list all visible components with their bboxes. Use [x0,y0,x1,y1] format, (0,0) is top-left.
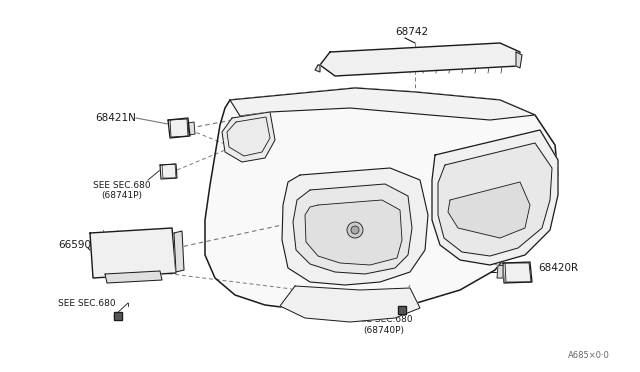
Polygon shape [432,130,558,265]
Polygon shape [222,112,275,162]
Polygon shape [438,143,552,256]
Polygon shape [160,164,177,179]
Text: A685×0·0: A685×0·0 [568,350,610,359]
Text: 66590: 66590 [58,240,91,250]
Circle shape [347,222,363,238]
Polygon shape [205,88,558,310]
Circle shape [351,226,359,234]
Polygon shape [320,43,520,76]
Text: SEE SEC.680: SEE SEC.680 [58,298,116,308]
Polygon shape [398,306,406,314]
Polygon shape [188,122,195,135]
Polygon shape [168,118,190,138]
Polygon shape [516,52,522,68]
Polygon shape [315,65,320,72]
Polygon shape [280,286,420,322]
Polygon shape [90,228,176,278]
Text: 68421N: 68421N [95,113,136,123]
Polygon shape [174,231,184,272]
Text: 68420R: 68420R [538,263,578,273]
Text: SEE SEC.680: SEE SEC.680 [93,180,150,189]
Text: 68742: 68742 [395,27,428,37]
Polygon shape [293,184,412,274]
Polygon shape [230,88,535,120]
Polygon shape [282,168,428,285]
Text: (68741P): (68741P) [101,190,142,199]
Polygon shape [105,271,162,283]
Polygon shape [305,200,402,265]
Polygon shape [448,182,530,238]
Polygon shape [114,312,122,320]
Text: SEE SEC.680: SEE SEC.680 [355,315,413,324]
Text: (68740P): (68740P) [363,326,404,334]
Polygon shape [497,265,503,278]
Polygon shape [503,262,532,283]
